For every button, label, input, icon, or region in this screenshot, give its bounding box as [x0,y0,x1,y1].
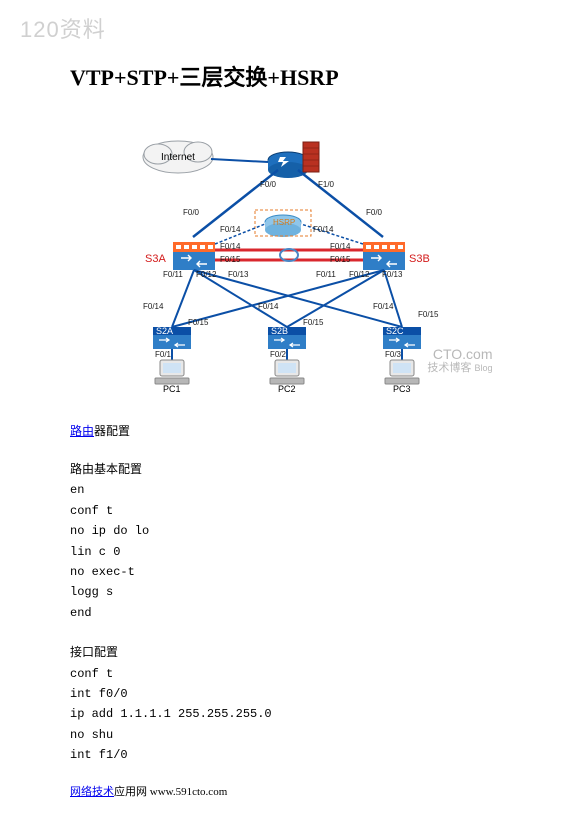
svg-text:PC2: PC2 [278,384,296,392]
svg-text:F0/14: F0/14 [330,242,351,251]
svg-text:S2A: S2A [156,326,173,336]
header-watermark: 120资料 [20,12,106,44]
iface-config-title: 接口配置 [70,643,495,663]
svg-text:F0/1: F0/1 [155,350,172,359]
svg-text:F0/3: F0/3 [385,350,402,359]
footer-link[interactable]: 网络技术 [70,786,114,798]
svg-text:S2B: S2B [271,326,288,336]
network-diagram: InternetHSRPS3AS3BS2AF0/1S2BF0/2S2CF0/3P… [83,112,483,392]
svg-text:Internet: Internet [161,152,195,163]
svg-text:S3A: S3A [145,253,166,265]
svg-text:HSRP: HSRP [273,218,295,227]
cto-watermark: CTO.com 技术博客 Blog [427,347,492,374]
svg-text:F0/14: F0/14 [143,302,164,311]
iface-config-code: conf t int f0/0 ip add 1.1.1.1 255.255.2… [70,664,495,766]
svg-text:S3B: S3B [409,253,430,265]
svg-text:F0/15: F0/15 [303,318,324,327]
svg-text:F0/14: F0/14 [313,225,334,234]
router-config-heading: 路由器配置 [70,422,495,440]
svg-text:F0/0: F0/0 [366,208,383,217]
svg-text:F0/15: F0/15 [188,318,209,327]
basic-config-code: en conf t no ip do lo lin c 0 no exec-t … [70,480,495,623]
svg-text:PC1: PC1 [163,384,181,392]
svg-text:F0/2: F0/2 [270,350,287,359]
basic-config-title: 路由基本配置 [70,460,495,480]
svg-text:F0/12: F0/12 [196,270,217,279]
svg-text:F0/15: F0/15 [220,255,241,264]
svg-text:F0/11: F0/11 [316,270,336,279]
svg-text:F1/0: F1/0 [318,180,335,189]
svg-text:F0/15: F0/15 [418,310,439,319]
svg-text:PC3: PC3 [393,384,411,392]
svg-text:F0/0: F0/0 [260,180,277,189]
svg-text:F0/13: F0/13 [382,270,403,279]
page-title: VTP+STP+三层交换+HSRP [70,60,495,92]
svg-text:F0/14: F0/14 [220,225,241,234]
svg-text:F0/14: F0/14 [373,302,394,311]
page-footer: 网络技术应用网 www.591cto.com [70,783,495,799]
router-config-link[interactable]: 路由 [70,424,94,438]
svg-text:F0/11: F0/11 [163,270,183,279]
svg-text:F0/14: F0/14 [258,302,279,311]
svg-text:F0/15: F0/15 [330,255,351,264]
svg-text:F0/12: F0/12 [349,270,370,279]
page-content: VTP+STP+三层交换+HSRP Internet HSRP S3A S3B S2A F… [0,0,565,819]
svg-text:F0/13: F0/13 [228,270,249,279]
svg-text:F0/14: F0/14 [220,242,241,251]
svg-text:F0/0: F0/0 [183,208,200,217]
